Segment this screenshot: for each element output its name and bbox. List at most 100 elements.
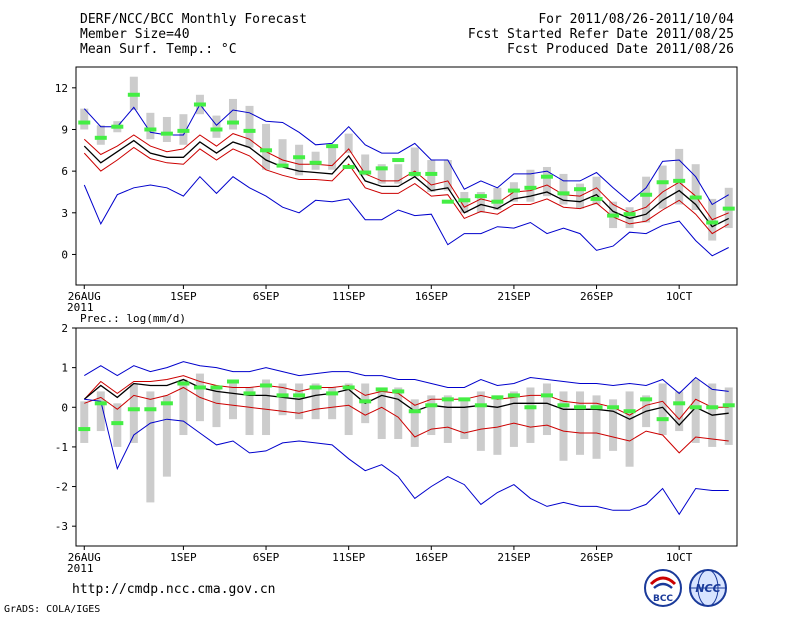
p2-obs-marker — [408, 409, 421, 414]
p1-obs-marker — [160, 131, 173, 136]
p1-obs-marker — [491, 199, 504, 204]
p2-spread-box — [509, 391, 518, 447]
p2-spread-box — [80, 401, 89, 443]
p2-obs-marker — [342, 385, 355, 390]
header-left: DERF/NCC/BCC Monthly Forecast Member Siz… — [80, 12, 307, 57]
p2-ytick-label: -1 — [55, 441, 68, 454]
p2-xtick-label: 21SEP — [497, 551, 530, 564]
p1-ytick-label: 6 — [61, 165, 68, 178]
p2-obs-marker — [540, 393, 553, 398]
p2-spread-box — [96, 391, 105, 432]
p1-spread-box — [658, 165, 667, 209]
p1-spread-box — [278, 139, 287, 166]
p2-obs-marker — [458, 397, 471, 402]
p1-series-lower — [83, 146, 729, 235]
forecast-produced-date: Fcst Produced Date 2011/08/26 — [507, 42, 734, 57]
p1-obs-marker — [193, 102, 206, 107]
p2-series-lower — [84, 386, 729, 454]
p2-obs-marker — [111, 421, 124, 426]
p2-series-min — [84, 398, 729, 516]
p2-obs-marker — [392, 389, 405, 394]
p1-spread-box — [80, 108, 89, 130]
p2-obs-marker — [722, 403, 735, 408]
p1-obs-marker — [673, 178, 686, 183]
bcc-logo-text: BCC — [653, 594, 673, 604]
p2-variable-label: Prec.: log(mm/d) — [80, 312, 186, 325]
p2-xtick-label: 11SEP — [332, 551, 365, 564]
p2-spread-box — [675, 391, 684, 432]
ncc-logo: NCC — [689, 569, 727, 607]
p2-spread-box — [295, 383, 304, 420]
p2-obs-marker — [144, 407, 157, 412]
p2-spread-box — [129, 383, 138, 443]
p1-ytick-label: 0 — [61, 248, 68, 261]
p1-obs-marker — [243, 128, 256, 133]
p1-series-mean — [83, 139, 729, 228]
p2-obs-marker — [359, 399, 372, 404]
p2-spread-box — [162, 395, 171, 477]
chart-title: DERF/NCC/BCC Monthly Forecast — [80, 12, 307, 27]
bcc-logo: BCC — [644, 569, 682, 607]
p1-spread-box — [592, 176, 601, 205]
p1-obs-marker — [359, 170, 372, 175]
p2-obs-marker — [574, 405, 587, 410]
p1-obs-marker — [375, 166, 388, 171]
p2-spread-box — [542, 383, 551, 436]
p2-spread-box — [228, 379, 237, 420]
p2-spread-box — [592, 395, 601, 459]
p1-obs-marker — [474, 194, 487, 199]
p2-obs-marker — [309, 385, 322, 390]
p2-spread-box — [476, 391, 485, 451]
temp-variable-label: Mean Surf. Temp.: °C — [80, 42, 237, 57]
forecast-started-date: Fcst Started Refer Date 2011/08/25 — [467, 27, 734, 42]
p2-obs-marker — [293, 393, 306, 398]
p1-series-min — [83, 175, 729, 257]
p1-spread-box — [443, 160, 452, 191]
p2-spread-box — [609, 399, 618, 451]
p1-obs-marker — [177, 128, 190, 133]
p2-spread-box — [427, 395, 436, 436]
footer-url[interactable]: http://cmdp.ncc.cma.gov.cn — [72, 582, 276, 597]
p1-obs-marker — [623, 212, 636, 217]
p2-spread-box — [146, 391, 155, 503]
p1-spread-box — [328, 147, 337, 170]
p1-obs-marker — [226, 120, 239, 125]
p2-obs-marker — [260, 383, 273, 388]
p2-xtick-label: 1OCT — [666, 551, 693, 564]
p2-xtick-label: 6SEP — [253, 551, 280, 564]
p1-spread-box — [675, 148, 684, 205]
p2-spread-box — [311, 383, 320, 420]
p2-spread-box — [460, 399, 469, 439]
p1-obs-marker — [689, 195, 702, 200]
p2-obs-marker — [226, 379, 239, 384]
p1-spread-box — [559, 173, 568, 205]
p2-obs-marker — [557, 403, 570, 408]
p2-obs-marker — [640, 397, 653, 402]
p1-spread-box — [691, 164, 700, 211]
p2-obs-marker — [177, 381, 190, 386]
p2-spread-box — [576, 391, 585, 455]
p1-xtick-sublabel: 2011 — [67, 301, 94, 314]
p2-obs-marker — [507, 393, 520, 398]
p2-obs-marker — [706, 405, 719, 410]
p1-spread-box — [361, 154, 370, 176]
p2-obs-marker — [160, 401, 173, 406]
p2-obs-marker — [673, 401, 686, 406]
p1-xtick-label: 26AUG — [68, 290, 101, 303]
p1-obs-marker — [640, 192, 653, 197]
p1-obs-marker — [342, 164, 355, 169]
p2-obs-marker — [623, 409, 636, 414]
p1-spread-box — [212, 115, 221, 138]
p1-obs-marker — [94, 135, 107, 140]
p1-xtick-label: 6SEP — [253, 290, 280, 303]
p1-spread-box — [295, 144, 304, 176]
p2-spread-box — [179, 379, 188, 436]
p1-obs-marker — [524, 185, 537, 190]
p1-spread-box — [642, 176, 651, 223]
p2-spread-box — [394, 387, 403, 439]
p2-obs-marker — [78, 427, 91, 432]
p1-spread-box — [262, 123, 271, 170]
p1-obs-marker — [441, 199, 454, 204]
p2-series-max — [84, 361, 729, 395]
